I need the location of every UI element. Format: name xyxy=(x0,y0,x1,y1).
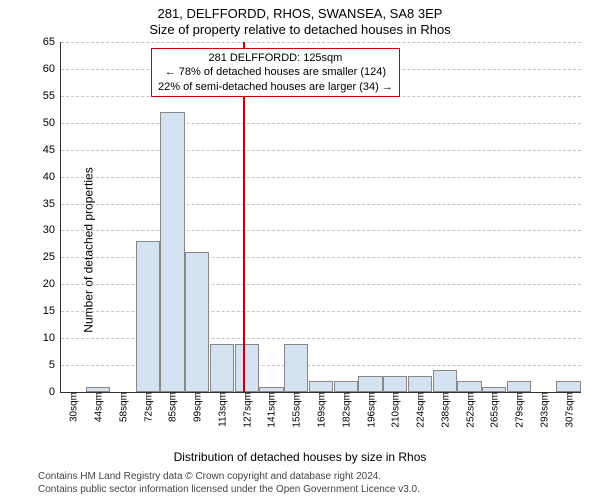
grid-line xyxy=(61,177,581,178)
histogram-bar xyxy=(507,381,531,392)
grid-line xyxy=(61,230,581,231)
annotation-line1: 281 DELFFORDD: 125sqm xyxy=(158,51,393,65)
x-axis-label: Distribution of detached houses by size … xyxy=(0,450,600,464)
histogram-bar xyxy=(457,381,481,392)
x-tick-label: 293sqm xyxy=(537,392,550,428)
annotation-line2: ← 78% of detached houses are smaller (12… xyxy=(158,65,393,79)
y-tick-label: 10 xyxy=(43,332,61,344)
y-tick-label: 30 xyxy=(43,224,61,236)
chart-title-main: 281, DELFFORDD, RHOS, SWANSEA, SA8 3EP xyxy=(0,6,600,21)
y-tick-label: 45 xyxy=(43,144,61,156)
y-tick-label: 65 xyxy=(43,36,61,48)
x-tick-label: 127sqm xyxy=(240,392,253,428)
y-tick-label: 5 xyxy=(49,359,61,371)
y-tick-label: 60 xyxy=(43,63,61,75)
y-tick-label: 35 xyxy=(43,198,61,210)
histogram-bar xyxy=(160,112,184,392)
grid-line xyxy=(61,150,581,151)
x-tick-label: 44sqm xyxy=(92,392,105,422)
histogram-bar xyxy=(284,344,308,392)
x-tick-label: 210sqm xyxy=(389,392,402,428)
x-tick-label: 224sqm xyxy=(414,392,427,428)
histogram-bar xyxy=(408,376,432,392)
histogram-bar xyxy=(334,381,358,392)
x-tick-label: 252sqm xyxy=(463,392,476,428)
x-tick-label: 265sqm xyxy=(488,392,501,428)
histogram-bar xyxy=(358,376,382,392)
x-tick-label: 99sqm xyxy=(191,392,204,422)
x-tick-label: 30sqm xyxy=(67,392,80,422)
x-tick-label: 307sqm xyxy=(562,392,575,428)
grid-line xyxy=(61,123,581,124)
y-tick-label: 0 xyxy=(49,386,61,398)
footer-text: Contains HM Land Registry data © Crown c… xyxy=(38,471,420,496)
x-tick-label: 155sqm xyxy=(290,392,303,428)
histogram-bar xyxy=(383,376,407,392)
grid-line xyxy=(61,204,581,205)
histogram-bar xyxy=(136,241,160,392)
annotation-line3: 22% of semi-detached houses are larger (… xyxy=(158,80,393,94)
y-tick-label: 50 xyxy=(43,117,61,129)
x-tick-label: 58sqm xyxy=(116,392,129,422)
x-tick-label: 141sqm xyxy=(265,392,278,428)
histogram-bar xyxy=(235,344,259,392)
x-tick-label: 169sqm xyxy=(315,392,328,428)
x-tick-label: 279sqm xyxy=(513,392,526,428)
x-tick-label: 85sqm xyxy=(166,392,179,422)
grid-line xyxy=(61,42,581,43)
footer-line1: Contains HM Land Registry data © Crown c… xyxy=(38,471,420,484)
histogram-bar xyxy=(309,381,333,392)
histogram-bar xyxy=(210,344,234,392)
x-tick-label: 182sqm xyxy=(339,392,352,428)
annotation-box: 281 DELFFORDD: 125sqm ← 78% of detached … xyxy=(151,48,400,97)
histogram-bar xyxy=(185,252,209,392)
chart-title-sub: Size of property relative to detached ho… xyxy=(0,22,600,37)
y-tick-label: 15 xyxy=(43,305,61,317)
histogram-bar xyxy=(556,381,580,392)
chart-container: 281, DELFFORDD, RHOS, SWANSEA, SA8 3EP S… xyxy=(0,0,600,500)
y-tick-label: 55 xyxy=(43,90,61,102)
x-tick-label: 238sqm xyxy=(438,392,451,428)
x-tick-label: 196sqm xyxy=(364,392,377,428)
histogram-bar xyxy=(433,370,457,392)
footer-line2: Contains public sector information licen… xyxy=(38,484,420,497)
x-tick-label: 72sqm xyxy=(141,392,154,422)
y-tick-label: 20 xyxy=(43,278,61,290)
y-tick-label: 25 xyxy=(43,251,61,263)
y-tick-label: 40 xyxy=(43,171,61,183)
plot-area: 0510152025303540455055606530sqm44sqm58sq… xyxy=(60,42,581,393)
x-tick-label: 113sqm xyxy=(215,392,228,427)
